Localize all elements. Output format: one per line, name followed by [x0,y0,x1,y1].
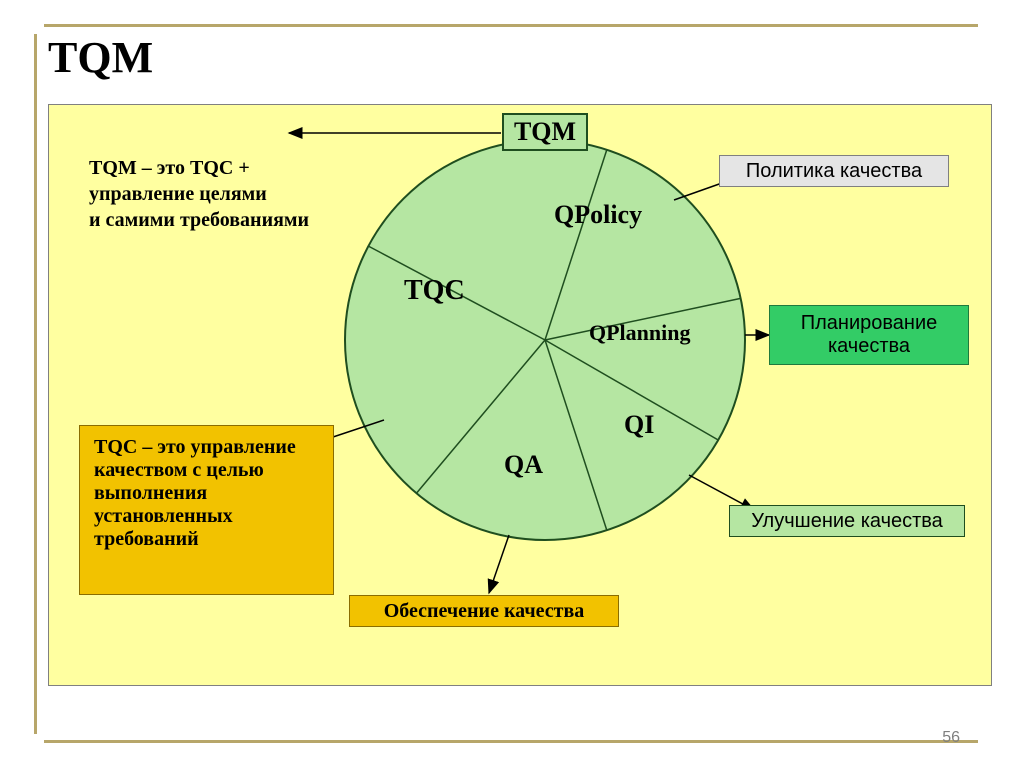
top-rule [44,24,978,27]
note-tqm: TQM – это TQC + управление целями и сами… [89,155,349,233]
note-tqm-text: TQM – это TQC + управление целями и сами… [89,157,309,231]
callout-assurance: Обеспечение качества [349,595,619,627]
sector-qi: QI [624,410,654,440]
callout-policy-text: Политика качества [746,160,922,183]
page-number: 56 [942,729,960,747]
note-tqc: TQC – это управление качеством с целью в… [79,425,334,595]
page-title: TQM [48,32,153,83]
sector-qpolicy: QPolicy [554,200,642,230]
callout-improvement-text: Улучшение качества [751,510,943,533]
callout-planning: Планирование качества [769,305,969,365]
note-tqc-text: TQC – это управление качеством с целью в… [94,436,319,551]
callout-improvement: Улучшение качества [729,505,965,537]
diagram-canvas: TQC QPolicy QPlanning QI QA TQM Политика… [48,104,992,686]
slide: TQM TQC QPolicy QPlanning QI QA TQM Поли… [0,0,1024,767]
left-rule [34,34,37,734]
tqm-label-text: TQM [514,117,576,147]
callout-assurance-text: Обеспечение качества [384,600,585,623]
bottom-rule [44,740,978,743]
sector-qa: QA [504,450,543,480]
callout-policy: Политика качества [719,155,949,187]
sector-tqc: TQC [404,275,465,307]
callout-planning-text: Планирование качества [770,312,968,358]
tqm-label-box: TQM [502,113,588,151]
sector-qplanning: QPlanning [589,320,690,346]
